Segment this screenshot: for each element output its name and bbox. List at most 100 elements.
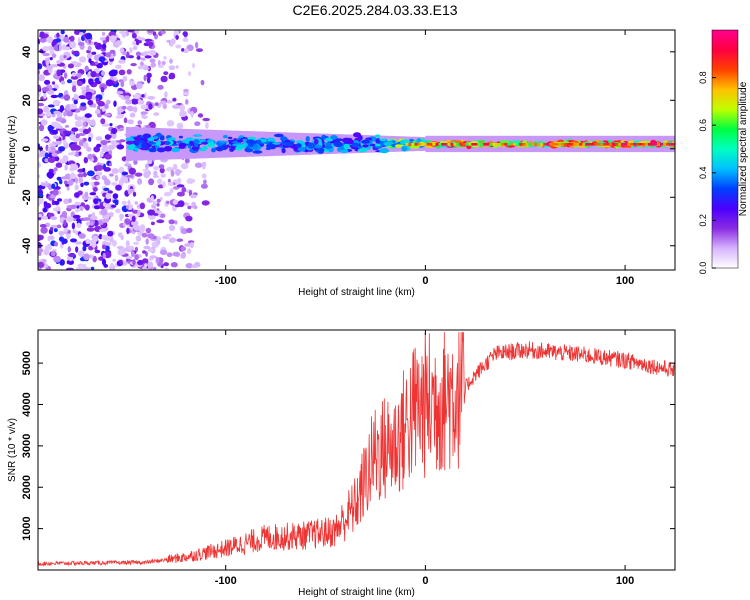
noise-blob: [123, 117, 128, 124]
noise-blob: [63, 111, 67, 117]
band-blob: [361, 139, 370, 144]
colorbar-tick-label: 0.8: [698, 71, 708, 84]
band-blob: [297, 146, 306, 152]
band-blob: [194, 142, 199, 147]
noise-blob: [182, 37, 189, 42]
noise-blob: [46, 171, 55, 179]
noise-blob: [126, 69, 132, 75]
band-blob: [142, 133, 152, 139]
noise-blob: [58, 146, 66, 152]
band-core: [426, 143, 430, 146]
noise-blob: [50, 216, 58, 221]
noise-blob: [78, 206, 85, 210]
noise-blob: [105, 99, 111, 105]
band-core: [534, 143, 538, 146]
noise-blob: [185, 215, 193, 222]
noise-blob: [38, 69, 41, 75]
snr-frame: [37, 329, 676, 571]
noise-blob: [66, 232, 71, 240]
noise-blob: [115, 64, 122, 70]
noise-blob: [111, 132, 117, 139]
noise-blob: [190, 194, 197, 199]
band-core: [660, 143, 664, 146]
band-core: [588, 143, 592, 146]
noise-blob: [109, 173, 114, 177]
noise-blob: [85, 94, 92, 101]
band-blob: [395, 144, 402, 148]
noise-blob: [100, 86, 105, 93]
x-tick-label: 0: [422, 275, 428, 287]
noise-blob: [47, 212, 55, 218]
noise-blob: [109, 211, 114, 218]
noise-blob: [132, 191, 137, 197]
band-blob: [134, 147, 139, 153]
noise-blob: [103, 113, 111, 117]
y-tick-label: 1000: [21, 516, 33, 540]
noise-blob: [93, 146, 101, 153]
band-core: [537, 143, 541, 146]
noise-blob: [42, 52, 50, 57]
band-blob: [148, 147, 157, 153]
band-core: [480, 143, 484, 146]
noise-blob: [88, 58, 92, 64]
noise-blob: [195, 41, 199, 49]
noise-blob: [55, 162, 63, 168]
noise-blob: [105, 245, 110, 252]
band-core: [489, 143, 493, 146]
noise-blob: [118, 232, 123, 238]
noise-blob: [157, 178, 163, 185]
noise-blob: [81, 89, 87, 96]
band-core: [411, 143, 415, 146]
noise-blob: [82, 167, 86, 173]
noise-blob: [100, 209, 108, 216]
noise-blob: [83, 157, 89, 164]
noise-blob: [71, 85, 77, 93]
band-core: [486, 143, 490, 146]
noise-blob: [93, 41, 98, 46]
noise-blob: [60, 30, 65, 35]
noise-blob: [51, 81, 56, 85]
band-core: [615, 143, 619, 146]
noise-blob: [190, 110, 194, 118]
noise-blob: [38, 38, 41, 45]
noise-blob: [89, 119, 96, 127]
noise-blob: [125, 99, 133, 105]
band-blob: [219, 140, 228, 144]
noise-blob: [142, 250, 147, 254]
noise-blob: [98, 56, 106, 63]
band-core: [531, 143, 535, 146]
colorbar-tick-label: 0.2: [698, 214, 708, 227]
noise-blob: [43, 93, 47, 99]
noise-blob: [41, 87, 50, 92]
noise-blob: [143, 74, 147, 82]
noise-blob: [62, 139, 67, 145]
noise-blob: [79, 32, 84, 36]
noise-blob: [103, 187, 110, 191]
noise-blob: [39, 31, 45, 37]
noise-blob: [124, 218, 131, 225]
noise-blob: [168, 219, 175, 225]
noise-blob: [71, 80, 77, 88]
noise-blob: [150, 195, 154, 202]
noise-blob: [84, 113, 92, 118]
band-core: [429, 143, 433, 146]
noise-blob: [74, 184, 79, 191]
noise-blob: [121, 105, 127, 110]
noise-blob: [100, 118, 106, 125]
band-blob: [242, 138, 248, 143]
noise-blob: [84, 65, 89, 72]
x-tick-label: 100: [616, 275, 634, 287]
band-core: [417, 143, 421, 146]
noise-blob: [172, 251, 181, 257]
noise-blob: [200, 79, 205, 86]
y-tick-label: 40: [21, 46, 33, 58]
noise-blob: [137, 120, 142, 125]
noise-blob: [107, 230, 114, 237]
noise-blob: [88, 137, 92, 142]
noise-blob: [127, 106, 134, 112]
noise-blob: [152, 200, 157, 206]
noise-blob: [123, 95, 130, 100]
noise-blob: [45, 60, 49, 67]
noise-blob: [154, 102, 159, 106]
